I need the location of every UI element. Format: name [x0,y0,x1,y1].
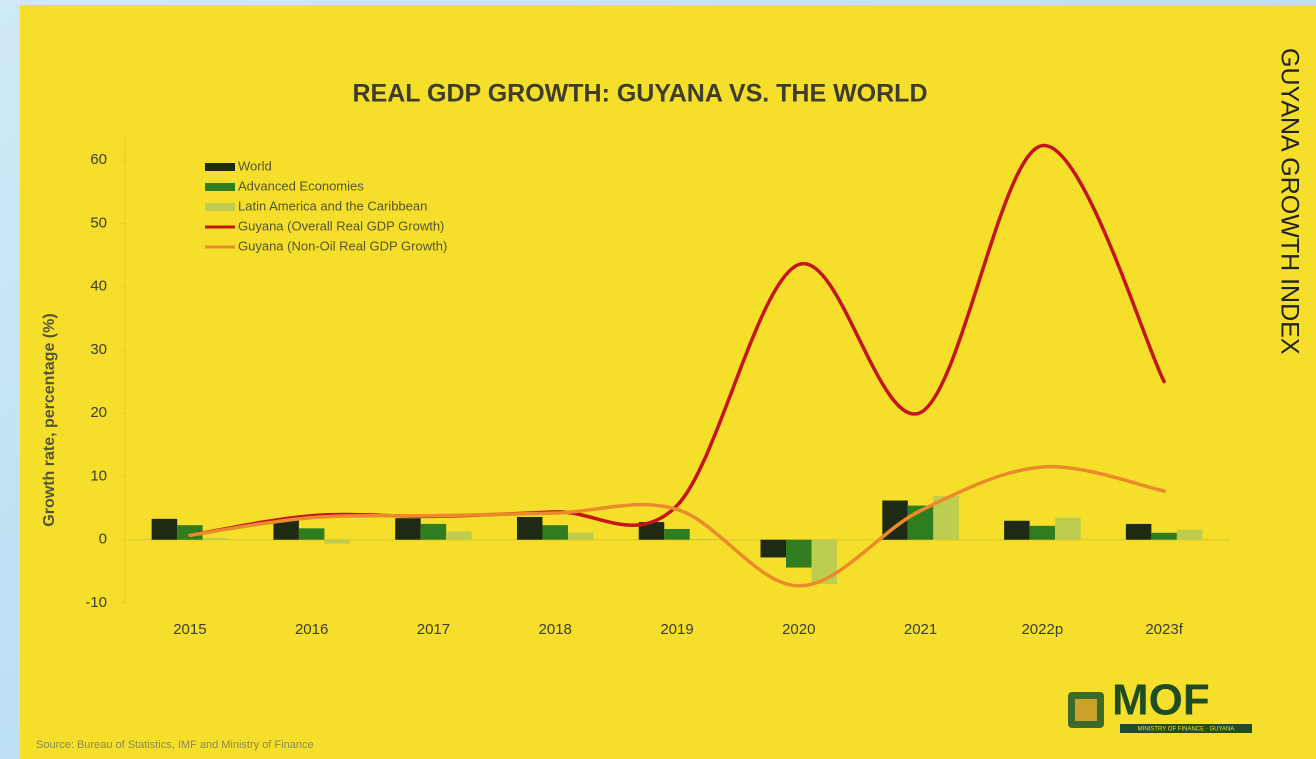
chart-title: REAL GDP GROWTH: GUYANA VS. THE WORLD [352,80,927,108]
bar [638,522,665,540]
plot: -10 0 10 20 30 40 50 60 2015 2016 2017 2018 2019 2020… [85,138,1230,638]
legend-label: Advanced Economies [238,178,364,193]
y-axis-label: Growth rate, percentage (%) [41,313,58,526]
logo-emblem-shield [1075,699,1097,721]
bar [151,518,178,540]
bar [1151,532,1177,540]
bar [273,519,299,540]
y-tick-label: 30 [90,341,107,358]
bar [202,537,229,540]
bar [567,532,594,540]
bar [1029,525,1056,540]
y-tick-label: -10 [85,594,107,611]
y-tick-label: 0 [99,531,107,548]
x-tick-label: 2016 [295,621,328,638]
bar [516,516,543,540]
y-tick-label: 50 [90,214,107,231]
side-title: GUYANA GROWTH INDEX [1275,48,1303,355]
x-tick-label: 2017 [417,621,450,638]
bar [786,539,812,568]
legend-swatch [205,163,235,171]
bar [420,523,447,540]
x-tick-label: 2023f [1145,621,1183,638]
y-tick-label: 40 [90,278,107,295]
bar [177,525,203,540]
x-tick-label: 2018 [539,621,572,638]
legend-label: World [238,158,272,173]
bar [542,525,568,540]
bar [1004,520,1030,540]
x-tick-label: 2020 [782,621,815,638]
bar [689,539,716,540]
y-tick-label: 60 [90,151,107,168]
bar [811,539,838,585]
x-tick-label: 2019 [660,621,693,638]
line [188,464,1166,588]
legend-label: Guyana (Non-Oil Real GDP Growth) [238,238,447,253]
bar [446,531,472,540]
logo: MOF MINISTRY OF FINANCE · GUYANA [1068,676,1252,733]
bar [1055,517,1081,540]
x-tick-label: 2021 [904,621,937,638]
y-tick-label: 10 [90,467,107,484]
source-note: Source: Bureau of Statistics, IMF and Mi… [36,739,314,751]
bar [324,539,350,544]
bar [760,539,787,558]
legend-swatch [205,203,235,211]
bar [1176,529,1203,540]
bar [1125,523,1152,540]
logo-text: MOF [1112,676,1210,725]
logo-subtext: MINISTRY OF FINANCE · GUYANA [1138,727,1235,733]
bar [298,528,325,540]
x-tick-label: 2015 [173,621,206,638]
bar [664,528,690,540]
legend-swatch [205,183,235,191]
x-tick-label: 2022p [1021,621,1063,638]
bar [395,518,421,540]
panel [20,5,1316,759]
legend-label: Latin America and the Caribbean [238,198,427,213]
logo-bar [1120,724,1252,733]
y-tick-label: 20 [90,404,107,421]
legend-label: Guyana (Overall Real GDP Growth) [238,218,444,233]
